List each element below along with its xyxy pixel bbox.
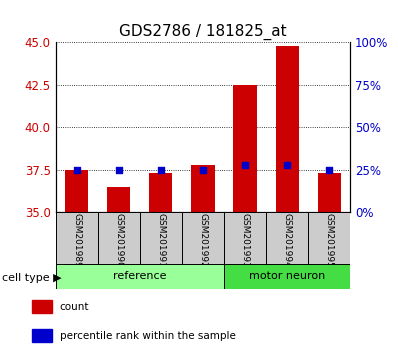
Bar	[266, 212, 308, 266]
Text: motor neuron: motor neuron	[249, 271, 325, 281]
Point	[116, 167, 122, 173]
Text: GSM201993: GSM201993	[240, 213, 250, 268]
Bar	[191, 165, 215, 212]
Bar	[224, 264, 350, 289]
Point	[200, 167, 206, 173]
Bar	[65, 170, 88, 212]
Text: cell type ▶: cell type ▶	[2, 273, 62, 283]
Bar	[149, 173, 172, 212]
Text: GSM201989: GSM201989	[72, 213, 81, 268]
Text: GSM201992: GSM201992	[199, 213, 207, 268]
Text: GSM201994: GSM201994	[283, 213, 292, 268]
Bar	[318, 173, 341, 212]
Text: count: count	[60, 302, 89, 312]
Point	[74, 167, 80, 173]
Text: GSM201991: GSM201991	[156, 213, 166, 268]
Point	[158, 167, 164, 173]
Bar	[32, 300, 52, 313]
Bar	[275, 46, 298, 212]
Title: GDS2786 / 181825_at: GDS2786 / 181825_at	[119, 23, 287, 40]
Point	[242, 162, 248, 168]
Bar	[140, 212, 182, 266]
Text: percentile rank within the sample: percentile rank within the sample	[60, 331, 236, 341]
Bar	[32, 329, 52, 342]
Bar	[182, 212, 224, 266]
Bar	[224, 212, 266, 266]
Bar	[56, 212, 98, 266]
Bar	[308, 212, 350, 266]
Text: reference: reference	[113, 271, 167, 281]
Point	[284, 162, 290, 168]
Bar	[107, 187, 131, 212]
Point	[326, 167, 332, 173]
Bar	[234, 85, 257, 212]
Text: GSM201990: GSM201990	[114, 213, 123, 268]
Text: GSM201995: GSM201995	[325, 213, 334, 268]
Bar	[56, 264, 224, 289]
Bar	[98, 212, 140, 266]
